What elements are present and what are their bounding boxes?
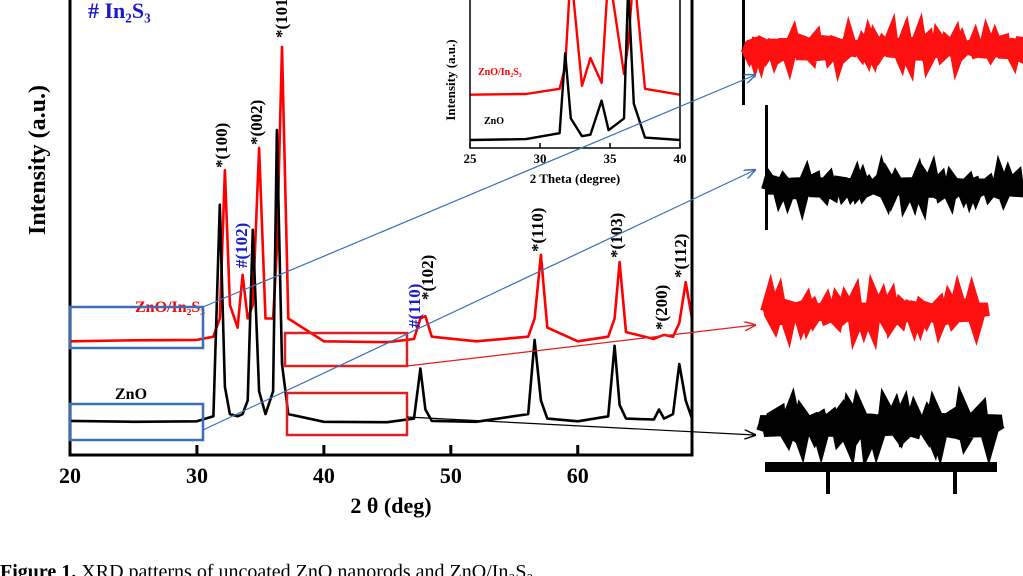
y-axis-title: Intensity (a.u.) bbox=[443, 39, 458, 120]
series-label: ZnO bbox=[115, 386, 147, 403]
zoom-noise bbox=[756, 385, 1005, 469]
y-axis-title: Intensity (a.u.) bbox=[25, 85, 51, 235]
x-tick-label: 25 bbox=[464, 151, 478, 166]
series-line bbox=[470, 0, 680, 142]
highlight-box bbox=[68, 402, 205, 442]
peak-label: #(102) bbox=[232, 223, 251, 268]
x-tick-label: 50 bbox=[440, 463, 462, 488]
caption: Figure 1. XRD patterns of uncoated ZnO n… bbox=[0, 561, 533, 576]
zoom-tick bbox=[953, 472, 957, 494]
highlight-box bbox=[68, 305, 205, 350]
zoom-noise bbox=[761, 154, 1023, 222]
legend-note: # In₂S₃ bbox=[88, 0, 151, 23]
x-tick-label: 35 bbox=[604, 151, 618, 166]
series-line bbox=[470, 0, 680, 96]
peak-label: *(101) bbox=[272, 0, 291, 38]
x-axis-title: 2 θ (deg) bbox=[350, 493, 431, 518]
plot-area: ZnO/In₂S₃ ZnO 25 30 35 40 2 Theta (degree) Inte… bbox=[443, 0, 687, 186]
x-tick-label: 30 bbox=[186, 463, 208, 488]
highlight-box bbox=[283, 331, 409, 368]
zoom-axis bbox=[765, 462, 997, 472]
x-tick-label: 30 bbox=[534, 151, 547, 166]
axis-frame bbox=[469, 0, 681, 149]
peak-label: *(102) bbox=[418, 255, 437, 300]
zoom-frame bbox=[765, 105, 768, 230]
peak-label: *(112) bbox=[671, 234, 690, 278]
x-tick-label: 40 bbox=[313, 463, 335, 488]
x-tick-label: 20 bbox=[59, 463, 81, 488]
caption-text: XRD patterns of uncoated ZnO nanorods an… bbox=[76, 561, 533, 576]
series-label: ZnO bbox=[484, 116, 504, 127]
zoom-arrow bbox=[406, 416, 755, 435]
series-label: ZnO/In₂S₃ bbox=[478, 67, 522, 78]
plot-area: ZnO/In₂S₃ ZnO 20 30 40 50 60 2 θ (deg) Intensity… bbox=[25, 0, 694, 518]
x-tick-label: 40 bbox=[674, 151, 687, 166]
zoom-noise bbox=[760, 273, 990, 351]
x-tick-label: 60 bbox=[567, 463, 589, 488]
x-axis-title: 2 Theta (degree) bbox=[530, 171, 621, 186]
zoom-arrow bbox=[202, 170, 755, 431]
highlight-box bbox=[285, 391, 409, 437]
axis-frame bbox=[68, 0, 694, 457]
peak-label: #(110) bbox=[405, 284, 424, 328]
zoom-tick bbox=[826, 472, 830, 494]
peak-label: *(110) bbox=[528, 208, 547, 252]
zoom-panels bbox=[740, 0, 1023, 494]
zoom-arrow bbox=[202, 75, 755, 308]
zoom-arrow bbox=[406, 325, 755, 367]
peak-label: *(002) bbox=[247, 100, 266, 145]
zoom-noise bbox=[740, 12, 1023, 83]
peak-label: *(100) bbox=[212, 123, 231, 168]
caption-label: Figure 1. bbox=[0, 561, 76, 576]
peak-label: *(200) bbox=[652, 285, 671, 330]
series-group bbox=[470, 0, 680, 142]
